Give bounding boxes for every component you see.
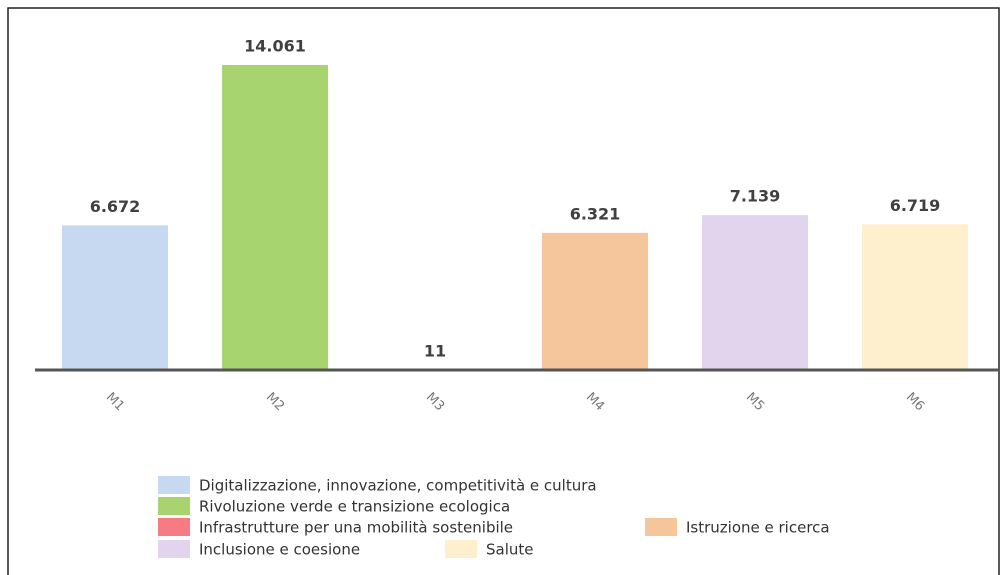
- legend-swatch: [158, 540, 190, 558]
- x-tick-label: M4: [583, 390, 607, 414]
- legend-label: Inclusione e coesione: [199, 541, 360, 559]
- x-tick-label: M1: [103, 390, 127, 414]
- bar: [542, 232, 648, 370]
- value-label: 6.672: [90, 197, 141, 216]
- value-label: 6.321: [570, 204, 621, 223]
- x-tick-label: M6: [903, 390, 927, 414]
- value-label: 11: [424, 341, 446, 360]
- bar: [862, 224, 968, 370]
- frame: [7, 7, 1000, 575]
- legend-label: Infrastrutture per una mobilità sostenib…: [199, 519, 513, 537]
- value-label: 6.719: [890, 196, 941, 215]
- value-label: 7.139: [730, 187, 781, 206]
- bar: [62, 225, 168, 370]
- legend-label: Rivoluzione verde e transizione ecologic…: [199, 498, 510, 516]
- legend-label: Digitalizzazione, innovazione, competiti…: [199, 477, 597, 495]
- x-tick-label: M2: [263, 390, 287, 414]
- legend-swatch: [445, 540, 477, 558]
- x-tick-label: M5: [743, 390, 767, 414]
- legend-swatch: [158, 518, 190, 536]
- value-label: 14.061: [244, 37, 306, 56]
- legend-swatch: [645, 518, 677, 536]
- bar: [702, 215, 808, 370]
- legend-swatch: [158, 476, 190, 494]
- legend-label: Salute: [486, 541, 534, 559]
- x-tick-label: M3: [423, 390, 447, 414]
- legend-swatch: [158, 497, 190, 515]
- bar: [222, 65, 328, 370]
- legend-label: Istruzione e ricerca: [686, 519, 830, 537]
